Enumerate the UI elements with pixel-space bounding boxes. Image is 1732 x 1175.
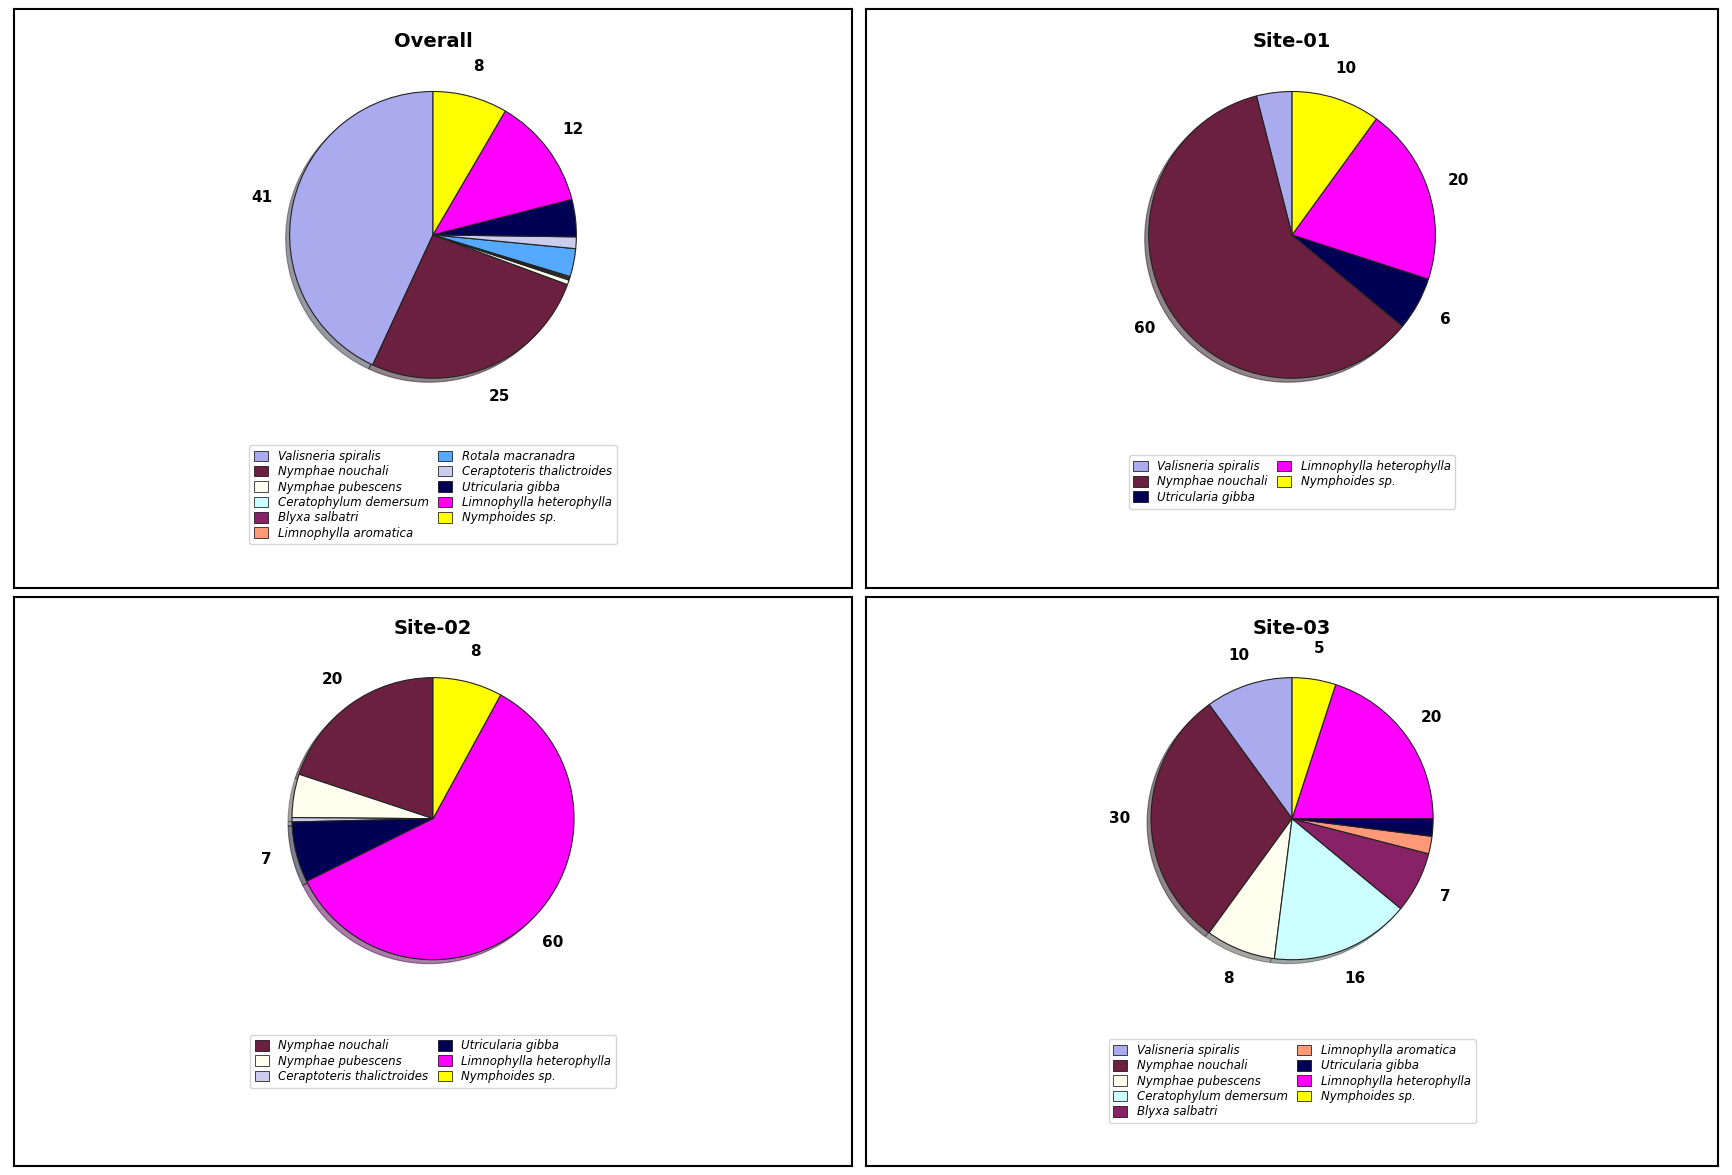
Wedge shape [372, 235, 568, 378]
Text: 30: 30 [1110, 811, 1131, 826]
Text: 41: 41 [251, 189, 272, 204]
Title: Site-01: Site-01 [1252, 33, 1332, 52]
Legend: Nymphae nouchali, Nymphae pubescens, Ceraptoteris thalictroides, Utricularia gib: Nymphae nouchali, Nymphae pubescens, Cer… [249, 1035, 617, 1088]
Wedge shape [1209, 678, 1292, 819]
Text: 25: 25 [488, 389, 511, 404]
Wedge shape [433, 235, 570, 278]
Title: Site-03: Site-03 [1252, 619, 1332, 638]
Wedge shape [1148, 96, 1403, 378]
Text: 6: 6 [1439, 311, 1451, 327]
Wedge shape [1292, 819, 1432, 837]
Wedge shape [433, 235, 577, 249]
Wedge shape [1292, 92, 1377, 235]
Wedge shape [1292, 235, 1429, 327]
Legend: Valisneria spiralis, Nymphae nouchali, Nymphae pubescens, Ceratophylum demersum,: Valisneria spiralis, Nymphae nouchali, N… [249, 445, 617, 544]
Text: 16: 16 [1344, 972, 1367, 986]
Text: 8: 8 [471, 644, 481, 659]
Wedge shape [307, 694, 573, 960]
Legend: Valisneria spiralis, Nymphae nouchali, Nymphae pubescens, Ceratophylum demersum,: Valisneria spiralis, Nymphae nouchali, N… [1108, 1039, 1476, 1123]
Text: 7: 7 [1439, 889, 1451, 905]
Wedge shape [293, 774, 433, 819]
Wedge shape [433, 235, 570, 280]
Wedge shape [293, 819, 433, 881]
Wedge shape [1292, 819, 1432, 854]
Title: Overall: Overall [393, 33, 473, 52]
Text: 5: 5 [1313, 642, 1325, 657]
Wedge shape [433, 92, 506, 235]
Text: 12: 12 [561, 122, 584, 137]
Wedge shape [293, 818, 433, 822]
Wedge shape [1292, 819, 1429, 908]
Text: 60: 60 [542, 935, 563, 951]
Wedge shape [433, 235, 570, 284]
Legend: Valisneria spiralis, Nymphae nouchali, Utricularia gibba, Limnophylla heterophyl: Valisneria spiralis, Nymphae nouchali, U… [1129, 456, 1455, 509]
Text: 20: 20 [1448, 173, 1469, 188]
Text: 20: 20 [322, 672, 343, 686]
Title: Site-02: Site-02 [393, 619, 473, 638]
Wedge shape [300, 678, 433, 819]
Text: 8: 8 [1223, 972, 1233, 986]
Text: 8: 8 [473, 59, 483, 74]
Text: 10: 10 [1228, 647, 1249, 663]
Wedge shape [433, 235, 575, 276]
Text: 7: 7 [260, 853, 272, 867]
Wedge shape [433, 200, 577, 237]
Wedge shape [433, 235, 570, 277]
Wedge shape [1292, 119, 1436, 280]
Wedge shape [289, 92, 433, 365]
Text: 20: 20 [1420, 710, 1443, 725]
Wedge shape [1152, 705, 1292, 933]
Text: 10: 10 [1335, 61, 1356, 76]
Wedge shape [1292, 685, 1432, 819]
Text: 60: 60 [1134, 321, 1155, 336]
Wedge shape [1209, 819, 1292, 959]
Wedge shape [1292, 678, 1335, 819]
Wedge shape [433, 110, 572, 235]
Wedge shape [1275, 819, 1401, 960]
Wedge shape [433, 678, 501, 819]
Wedge shape [1256, 92, 1292, 235]
